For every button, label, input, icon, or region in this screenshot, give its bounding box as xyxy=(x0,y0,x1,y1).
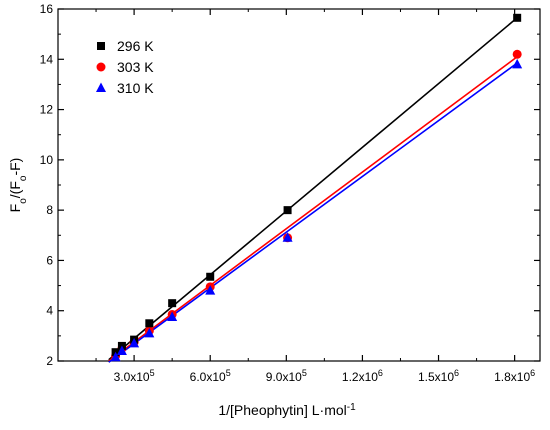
y-tick-label: 16 xyxy=(40,2,54,16)
y-axis-title: Fo/(Fo-F) xyxy=(7,158,29,213)
data-point-square xyxy=(283,206,292,215)
y-tick-label: 8 xyxy=(46,203,53,217)
data-point-square xyxy=(168,299,177,308)
fit-line-circle xyxy=(108,56,518,362)
data-point-square xyxy=(206,272,215,281)
data-point-triangle xyxy=(167,311,178,321)
y-tick-label: 14 xyxy=(40,52,54,66)
data-point-triangle xyxy=(205,285,216,295)
data-point-square xyxy=(145,319,154,328)
x-axis-title: 1/[Pheophytin] L·mol-1 xyxy=(218,402,356,419)
y-tick-label: 10 xyxy=(40,153,54,167)
fit-line-triangle xyxy=(108,62,518,363)
x-tick-label: 3.0x105 xyxy=(114,368,155,384)
legend-marker-triangle xyxy=(96,82,106,92)
data-point-triangle xyxy=(129,337,140,348)
x-tick-label: 1.5x106 xyxy=(418,368,459,384)
y-tick-label: 12 xyxy=(40,103,54,117)
legend-marker-circle xyxy=(96,62,106,72)
data-point-triangle xyxy=(282,232,293,242)
data-point-triangle xyxy=(110,351,121,362)
data-point-square xyxy=(513,13,522,22)
y-tick-label: 4 xyxy=(46,304,53,318)
x-tick-label: 1.8x106 xyxy=(494,368,535,384)
x-tick-label: 6.0x105 xyxy=(190,368,231,384)
data-point-circle xyxy=(512,49,522,59)
legend-label: 303 K xyxy=(117,59,154,75)
x-tick-label: 9.0x105 xyxy=(266,368,307,384)
x-tick-label: 1.2x106 xyxy=(342,368,383,384)
fit-line-square xyxy=(108,17,518,361)
legend-marker-square xyxy=(97,42,105,50)
data-point-triangle xyxy=(512,58,523,69)
data-point-triangle xyxy=(116,345,127,355)
legend-label: 310 K xyxy=(117,80,154,96)
data-point-triangle xyxy=(144,327,155,338)
y-tick-label: 6 xyxy=(46,253,53,267)
y-tick-label: 2 xyxy=(46,354,53,368)
legend-label: 296 K xyxy=(117,38,154,54)
